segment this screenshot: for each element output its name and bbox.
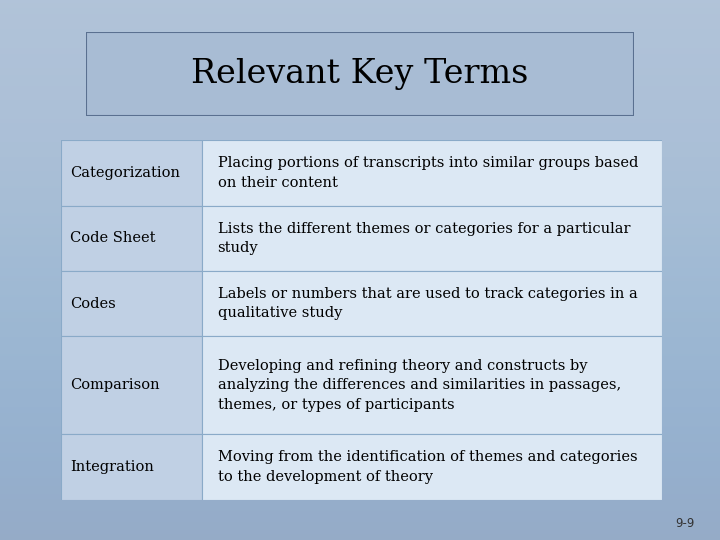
FancyBboxPatch shape (61, 140, 202, 206)
FancyBboxPatch shape (202, 434, 662, 500)
Text: Categorization: Categorization (71, 166, 180, 180)
Text: Developing and refining theory and constructs by
analyzing the differences and s: Developing and refining theory and const… (217, 359, 621, 411)
Text: Codes: Codes (71, 296, 116, 310)
FancyBboxPatch shape (61, 271, 202, 336)
Text: Moving from the identification of themes and categories
to the development of th: Moving from the identification of themes… (217, 450, 637, 484)
Text: 9-9: 9-9 (675, 517, 695, 530)
FancyBboxPatch shape (61, 434, 202, 500)
FancyBboxPatch shape (61, 206, 202, 271)
FancyBboxPatch shape (86, 32, 634, 116)
Text: Code Sheet: Code Sheet (71, 231, 156, 245)
Text: Lists the different themes or categories for a particular
study: Lists the different themes or categories… (217, 221, 630, 255)
Text: Comparison: Comparison (71, 378, 160, 392)
FancyBboxPatch shape (202, 336, 662, 434)
FancyBboxPatch shape (202, 140, 662, 206)
Text: Placing portions of transcripts into similar groups based
on their content: Placing portions of transcripts into sim… (217, 156, 638, 190)
FancyBboxPatch shape (202, 206, 662, 271)
FancyBboxPatch shape (61, 336, 202, 434)
FancyBboxPatch shape (202, 271, 662, 336)
Text: Labels or numbers that are used to track categories in a
qualitative study: Labels or numbers that are used to track… (217, 287, 637, 320)
FancyBboxPatch shape (61, 140, 662, 500)
Text: Integration: Integration (71, 460, 154, 474)
Text: Relevant Key Terms: Relevant Key Terms (192, 58, 528, 90)
